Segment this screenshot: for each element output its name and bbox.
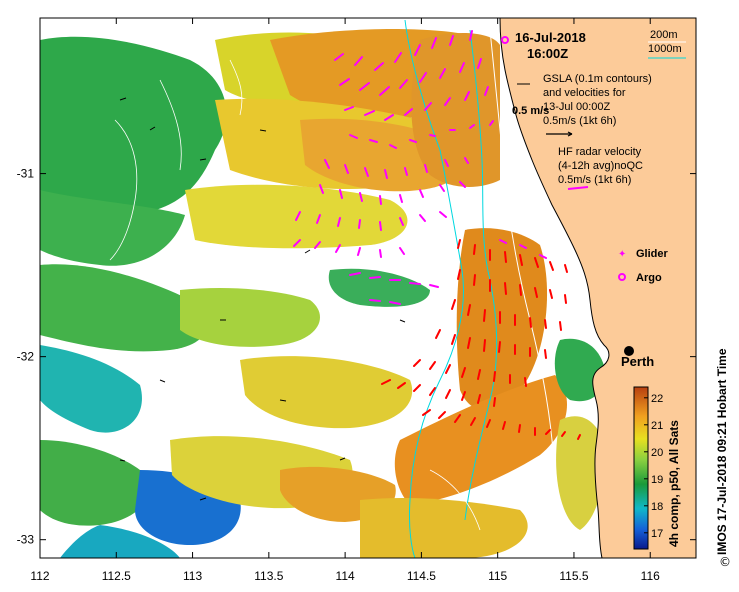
sst-patch-orange-shelf-s [394, 375, 567, 505]
x-tick-label: 114 [336, 569, 355, 583]
plot-frame [39, 17, 697, 559]
x-tick-label: 112.5 [102, 569, 131, 583]
argo-label: Argo [636, 272, 662, 284]
x-tick-label: 115.5 [559, 569, 588, 583]
gsla-legend-line1: GSLA (0.1m contours) [543, 73, 652, 85]
argo-float [501, 36, 509, 44]
contour-legend: 200m 1000m [648, 29, 686, 59]
y-tick-label: -33 [17, 533, 35, 547]
sst-patch-green-mid [40, 264, 208, 352]
gsla-contour-3 [429, 469, 481, 531]
city-label: Perth [621, 354, 654, 369]
gsla-overlay-scale: 0.5 m/s [512, 105, 549, 117]
x-axis: 112 112.5 113 113.5 114 114.5 115 115.5 116 [30, 18, 660, 583]
gsla-legend: GSLA (0.1m contours) and velocities for … [512, 73, 652, 137]
radar-legend-line2: (4-12h avg)noQC [558, 160, 643, 172]
hf-radar-vectors [293, 30, 547, 305]
gsla-contour-4 [229, 59, 243, 116]
sst-patch-yellow-coast [556, 416, 605, 530]
gsla-vectors [119, 97, 406, 501]
x-tick-label: 112 [30, 569, 49, 583]
sst-patch-green-sw [40, 440, 148, 526]
gsla-legend-line3: 13-Jul 00:00Z [543, 101, 611, 113]
current-vectors [381, 239, 581, 440]
glider-label: Glider [636, 248, 669, 260]
x-tick-label: 114.5 [407, 569, 436, 583]
sst-patch-green-w [40, 190, 185, 266]
credit-text: IMOS 17-Jul-2018 09:21 Hobart Time [715, 348, 729, 555]
sst-patch-yellow-se [360, 498, 528, 558]
y-tick-label: -31 [17, 167, 35, 181]
colorbar: 17 18 19 20 21 22 4h comp, p50, All Sats [633, 386, 681, 550]
sst-patch-orange-current [456, 228, 548, 411]
map-time: 16:00Z [527, 46, 568, 61]
sst-patch-teal-s [60, 525, 180, 558]
x-tick-label: 113 [183, 569, 202, 583]
sst-patch-green-strip [328, 268, 430, 307]
x-tick-label: 113.5 [254, 569, 283, 583]
gsla-arrow-scale-head [567, 131, 573, 137]
x-tick-label: 115 [488, 569, 507, 583]
sst-patch-yellowgreen-mid [180, 288, 320, 347]
sst-field [40, 28, 605, 558]
contour-label-200m: 200m [650, 29, 678, 41]
colorbar-tick-label: 22 [651, 393, 663, 405]
argo-marker-icon [618, 273, 626, 281]
radar-arrow-scale [567, 186, 589, 190]
colorbar-gradient [633, 386, 649, 550]
gsla-contour-1 [109, 119, 138, 261]
radar-legend: HF radar velocity (4-12h avg)noQC 0.5m/s… [558, 146, 643, 190]
sst-patch-ne-orange [411, 33, 500, 187]
radar-legend-line1: HF radar velocity [558, 146, 642, 158]
gsla-contour-2 [159, 79, 182, 171]
platform-legend: ✦ Glider Argo [618, 248, 669, 284]
colorbar-tick-label: 20 [651, 447, 663, 459]
colorbar-label: 4h comp, p50, All Sats [667, 420, 681, 547]
argo-floats [501, 36, 509, 44]
colorbar-tick-label: 17 [651, 528, 663, 540]
copyright-icon: © [719, 555, 731, 569]
city-marker-icon [624, 346, 634, 356]
x-tick-label: 116 [641, 569, 660, 583]
colorbar-ticks: 17 18 19 20 21 22 [644, 393, 663, 540]
gsla-legend-line2: and velocities for [543, 87, 626, 99]
gsla-legend-scale: 0.5m/s (1kt 6h) [543, 115, 616, 127]
contour-label-1000m: 1000m [648, 43, 682, 55]
contour-1000m [404, 19, 464, 558]
sst-patch-green-nw [40, 36, 227, 216]
map-date: 16-Jul-2018 [515, 30, 586, 45]
y-axis: -31 -32 -33 [17, 167, 696, 547]
sst-patch-green-coast [554, 338, 605, 402]
colorbar-tick-label: 21 [651, 420, 663, 432]
sst-patch-yellow-band [185, 184, 408, 249]
city-marker-perth: Perth [621, 346, 654, 369]
sst-patch-yellow-s1 [240, 356, 413, 429]
radar-legend-scale: 0.5m/s (1kt 6h) [558, 174, 631, 186]
sst-patch-teal-sw [40, 345, 142, 433]
colorbar-tick-label: 18 [651, 501, 663, 513]
y-tick-label: -32 [17, 350, 35, 364]
colorbar-tick-label: 19 [651, 474, 663, 486]
glider-marker-icon: ✦ [618, 249, 626, 260]
